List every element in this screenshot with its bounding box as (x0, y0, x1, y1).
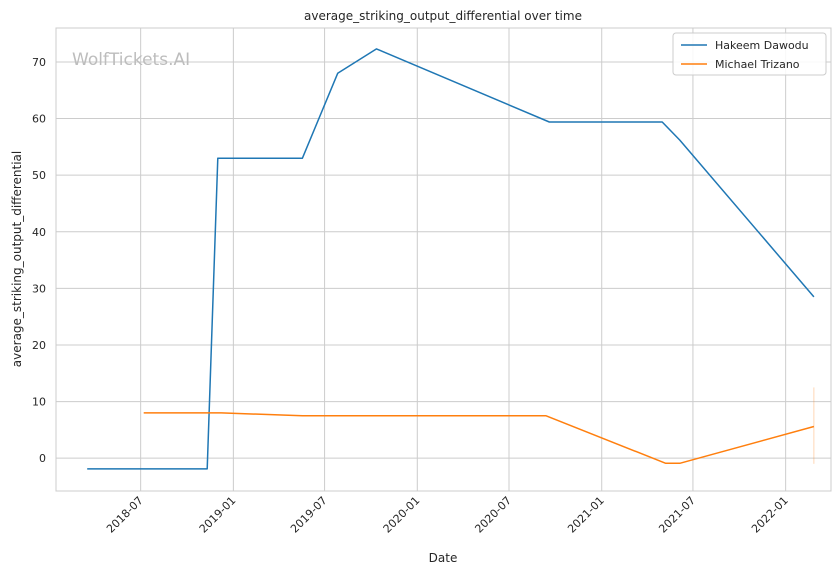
plot-frame (55, 27, 832, 492)
legend-label-michael-trizano: Michael Trizano (715, 58, 800, 71)
series-line-hakeem-dawodu (87, 48, 815, 470)
y-axis-title: average_striking_output_differential (10, 151, 24, 367)
x-axis-title: Date (429, 551, 458, 565)
series-layer (87, 48, 815, 470)
y-tick-label: 40 (32, 226, 46, 239)
legend-label-hakeem-dawodu: Hakeem Dawodu (715, 39, 809, 52)
y-tick-label: 10 (32, 396, 46, 409)
y-tick-label: 0 (39, 452, 46, 465)
y-tick-label: 30 (32, 282, 46, 295)
legend-box (672, 32, 827, 76)
series-line-michael-trizano (143, 412, 815, 465)
y-tick-label: 20 (32, 339, 46, 352)
watermark: WolfTickets.AI (72, 50, 190, 70)
legend: Hakeem Dawodu Michael Trizano (672, 32, 827, 76)
y-tick-label: 60 (32, 113, 46, 126)
y-tick-label: 50 (32, 169, 46, 182)
y-tick-labels: 0 10 20 30 40 50 60 70 (32, 56, 46, 465)
chart-title: average_striking_output_differential ove… (304, 9, 582, 23)
y-tick-label: 70 (32, 56, 46, 69)
